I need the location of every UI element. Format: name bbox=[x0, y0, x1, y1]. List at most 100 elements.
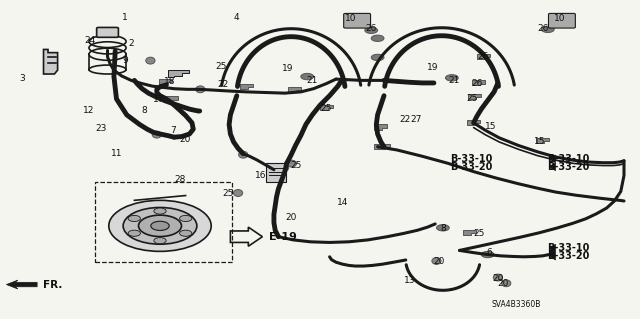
Polygon shape bbox=[374, 124, 387, 130]
Text: 23: 23 bbox=[95, 124, 107, 133]
Text: 26: 26 bbox=[365, 24, 377, 33]
Ellipse shape bbox=[287, 160, 296, 167]
Circle shape bbox=[180, 215, 192, 221]
Ellipse shape bbox=[196, 86, 205, 93]
Text: 27: 27 bbox=[410, 115, 422, 124]
Circle shape bbox=[128, 230, 140, 236]
Text: 20: 20 bbox=[433, 257, 445, 266]
Text: 19: 19 bbox=[427, 63, 438, 72]
Text: 25: 25 bbox=[474, 229, 485, 238]
Polygon shape bbox=[467, 120, 480, 125]
Text: 9: 9 bbox=[122, 56, 127, 65]
Polygon shape bbox=[44, 49, 58, 74]
Polygon shape bbox=[378, 144, 390, 149]
Text: 13: 13 bbox=[404, 276, 415, 285]
Text: FR.: FR. bbox=[43, 280, 62, 290]
Polygon shape bbox=[168, 70, 189, 77]
Text: 28: 28 bbox=[175, 175, 186, 184]
Ellipse shape bbox=[493, 274, 502, 281]
Ellipse shape bbox=[239, 151, 248, 158]
Circle shape bbox=[371, 54, 384, 61]
Ellipse shape bbox=[146, 57, 155, 64]
Circle shape bbox=[123, 207, 197, 244]
Text: 10: 10 bbox=[345, 14, 356, 23]
Circle shape bbox=[371, 35, 384, 41]
Circle shape bbox=[109, 200, 211, 251]
Polygon shape bbox=[374, 144, 387, 149]
Circle shape bbox=[541, 26, 554, 33]
Polygon shape bbox=[288, 87, 301, 92]
Circle shape bbox=[151, 221, 169, 230]
Polygon shape bbox=[549, 163, 556, 171]
Ellipse shape bbox=[152, 131, 161, 138]
Text: 17: 17 bbox=[153, 95, 164, 104]
Text: 24: 24 bbox=[84, 36, 95, 45]
Text: 25: 25 bbox=[290, 161, 301, 170]
Text: 12: 12 bbox=[83, 106, 94, 115]
Polygon shape bbox=[240, 84, 253, 89]
Text: 7: 7 bbox=[170, 126, 175, 135]
Text: 21: 21 bbox=[449, 76, 460, 85]
Text: 2: 2 bbox=[129, 39, 134, 48]
Polygon shape bbox=[165, 96, 178, 101]
Text: 20: 20 bbox=[492, 274, 504, 283]
Text: 15: 15 bbox=[484, 122, 496, 130]
Polygon shape bbox=[536, 138, 549, 143]
Text: 5: 5 bbox=[549, 246, 554, 255]
Ellipse shape bbox=[432, 257, 441, 264]
Circle shape bbox=[481, 251, 494, 258]
Text: 16: 16 bbox=[255, 171, 267, 180]
Polygon shape bbox=[6, 280, 37, 289]
FancyBboxPatch shape bbox=[344, 13, 371, 28]
Polygon shape bbox=[320, 105, 333, 110]
Circle shape bbox=[270, 165, 283, 172]
Text: 8: 8 bbox=[141, 106, 147, 115]
Text: 10: 10 bbox=[554, 14, 566, 23]
Polygon shape bbox=[463, 230, 476, 235]
Text: B-33-20: B-33-20 bbox=[451, 162, 493, 172]
Text: 26: 26 bbox=[477, 52, 488, 61]
FancyBboxPatch shape bbox=[548, 13, 575, 28]
Bar bbox=[95, 182, 232, 262]
Text: 21: 21 bbox=[306, 76, 317, 85]
Circle shape bbox=[128, 215, 140, 221]
Text: 3: 3 bbox=[20, 74, 25, 83]
Text: 1: 1 bbox=[122, 13, 127, 22]
Text: 26: 26 bbox=[472, 79, 483, 88]
Text: SVA4B3360B: SVA4B3360B bbox=[491, 300, 541, 309]
Polygon shape bbox=[549, 244, 556, 252]
Text: B-33-10: B-33-10 bbox=[547, 243, 589, 253]
Ellipse shape bbox=[280, 164, 289, 171]
Circle shape bbox=[445, 75, 458, 81]
Text: 25: 25 bbox=[216, 63, 227, 71]
Text: 25: 25 bbox=[466, 94, 477, 103]
Polygon shape bbox=[549, 155, 556, 163]
Text: 11: 11 bbox=[111, 149, 123, 158]
Text: 4: 4 bbox=[234, 13, 239, 22]
Text: 14: 14 bbox=[337, 198, 349, 207]
Circle shape bbox=[365, 27, 378, 33]
Text: 25: 25 bbox=[223, 189, 234, 198]
Text: 20: 20 bbox=[179, 135, 191, 144]
Text: E-19: E-19 bbox=[269, 232, 297, 242]
Bar bbox=[266, 163, 286, 182]
Polygon shape bbox=[159, 79, 172, 84]
FancyBboxPatch shape bbox=[97, 27, 118, 37]
Polygon shape bbox=[472, 80, 485, 85]
Text: 15: 15 bbox=[534, 137, 545, 146]
Text: 22: 22 bbox=[399, 115, 411, 124]
Text: 8: 8 bbox=[441, 224, 446, 233]
Text: B-33-10: B-33-10 bbox=[451, 154, 493, 164]
Text: 18: 18 bbox=[164, 78, 175, 86]
Polygon shape bbox=[477, 54, 490, 59]
Circle shape bbox=[154, 238, 166, 244]
Text: B-33-10: B-33-10 bbox=[547, 154, 589, 164]
Circle shape bbox=[436, 225, 449, 231]
Text: 6: 6 bbox=[487, 248, 492, 256]
Polygon shape bbox=[468, 94, 481, 99]
Text: 22: 22 bbox=[217, 80, 228, 89]
Text: 20: 20 bbox=[285, 213, 297, 222]
Circle shape bbox=[180, 230, 192, 236]
Ellipse shape bbox=[234, 189, 243, 197]
Text: 25: 25 bbox=[320, 104, 332, 113]
